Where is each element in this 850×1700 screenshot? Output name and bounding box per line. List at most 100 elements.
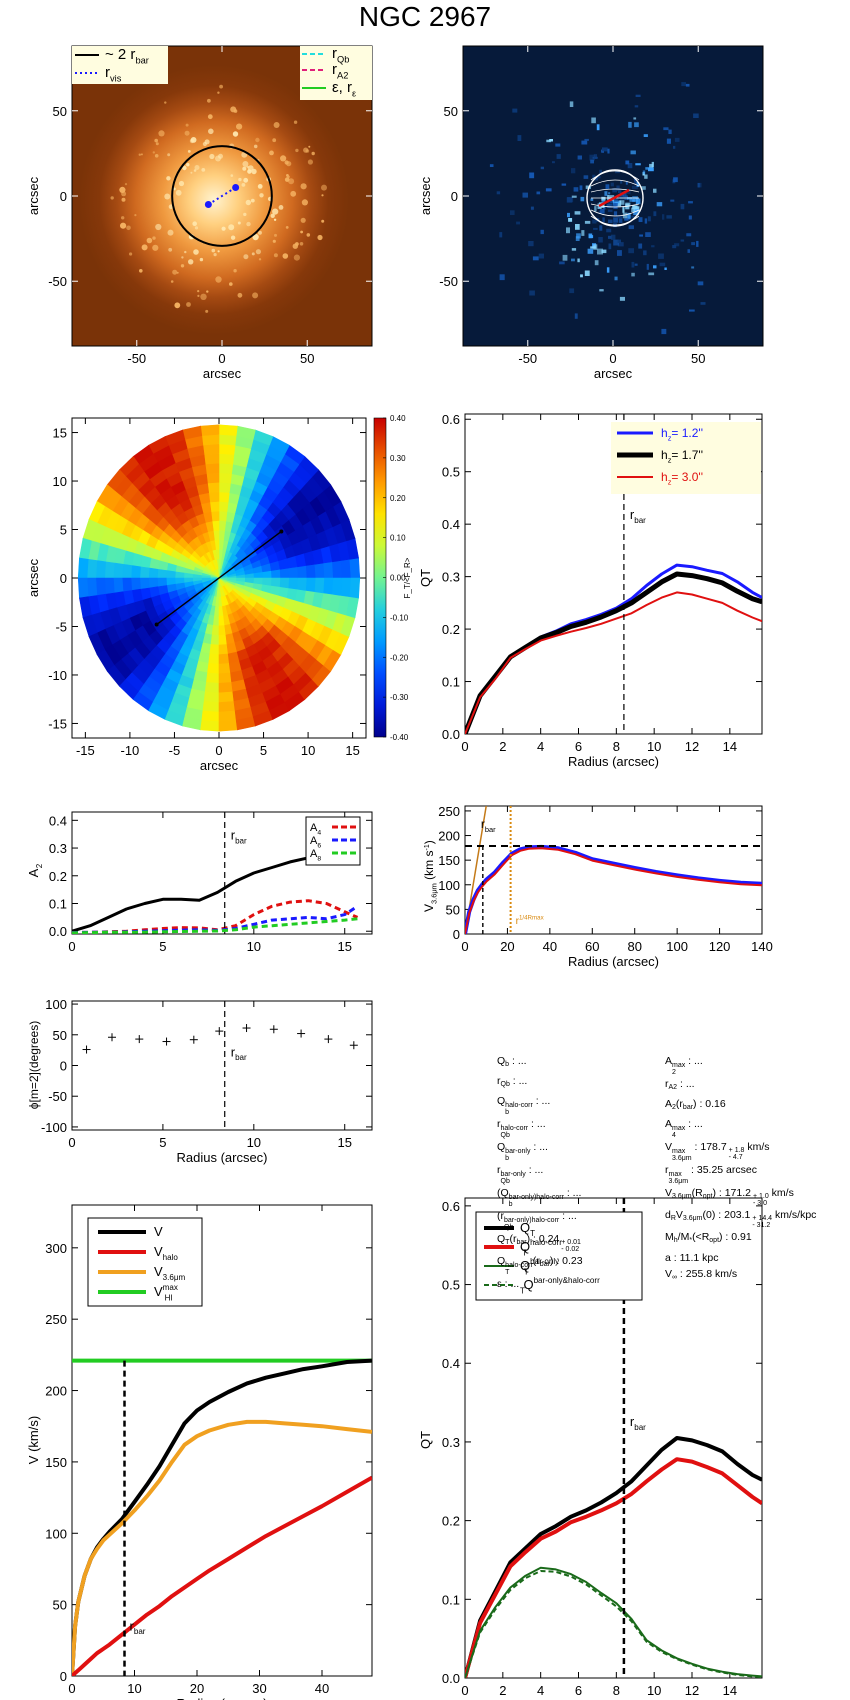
residual-pixel xyxy=(606,267,610,273)
parameter-text: bar xyxy=(539,1261,550,1269)
residual-pixel xyxy=(549,139,553,142)
residual-pixel xyxy=(516,221,520,225)
label-base: Q xyxy=(520,1220,530,1235)
x-tick-label: 0 xyxy=(218,351,225,366)
galaxy-knot xyxy=(187,150,191,153)
parameter-text: V xyxy=(675,1209,683,1222)
galaxy-knot xyxy=(321,194,324,197)
axes-frame xyxy=(464,413,763,735)
residual-pixel xyxy=(635,163,641,166)
legend-label: QT xyxy=(520,1220,535,1238)
x-tick-label: 20 xyxy=(190,1681,204,1696)
galaxy-knot xyxy=(321,184,327,191)
x-tick-label: -10 xyxy=(121,743,140,758)
residual-pixel xyxy=(617,242,624,247)
parameter-sup: bar-only xyxy=(505,1148,531,1156)
parameter-sub: Qb xyxy=(504,1224,514,1232)
legend-label: hz= 3.0'' xyxy=(661,470,703,487)
galaxy-knot xyxy=(282,253,289,259)
residual-pixel xyxy=(674,137,680,142)
label-base: r xyxy=(630,1414,635,1429)
parameter-text: r xyxy=(497,1164,501,1177)
residual-pixel xyxy=(625,181,628,185)
galaxy-knot xyxy=(205,309,209,313)
residual-pixel xyxy=(594,206,597,212)
residual-pixel xyxy=(592,219,597,224)
parameter-line: dRV3.6μm(0) : 203.1 + 14.4- 31.2 km/s/kpc xyxy=(665,1207,816,1229)
colorbar-tick-label: -0.10 xyxy=(390,613,409,622)
galaxy-knot xyxy=(250,198,255,203)
residual-pixel xyxy=(627,212,631,219)
residual-pixel xyxy=(602,147,608,152)
parameter-line: Mh/M*(<Ropt) : 0.91 xyxy=(665,1229,816,1249)
residual-pixel xyxy=(672,245,677,249)
y-tick-label: 0 xyxy=(60,1669,67,1684)
label-sub: bar xyxy=(485,825,496,834)
galaxy-knot xyxy=(217,91,220,94)
parameter-text: ) : 0.16 xyxy=(693,1098,726,1111)
galaxy-knot xyxy=(110,196,114,200)
colorbar-tick-label: 0.40 xyxy=(390,414,406,423)
axes-frame xyxy=(71,811,373,935)
legend-label: Vmax HI xyxy=(154,1283,178,1302)
galaxy-knot xyxy=(155,223,162,231)
legend-value: = 3.0'' xyxy=(671,470,703,484)
label-sub: bar xyxy=(135,56,148,66)
y-tick-label: 0.1 xyxy=(442,675,460,690)
residual-pixel xyxy=(562,254,568,261)
parameter-text: r xyxy=(665,1078,669,1090)
residual-pixel xyxy=(626,190,631,195)
galaxy-knot xyxy=(233,109,238,113)
galaxy-knot xyxy=(167,153,171,157)
parameter-line: r halo-corr Qb : ... xyxy=(497,1116,583,1139)
parameter-text: : 35.25 arcsec xyxy=(688,1164,757,1177)
galaxy-knot xyxy=(197,290,200,293)
residual-pixel xyxy=(629,199,635,202)
y-tick-label: 250 xyxy=(438,804,460,819)
x-tick-label: 15 xyxy=(337,939,351,954)
residual-pixel xyxy=(571,258,575,262)
label-base: r xyxy=(332,61,337,78)
residual-pixel xyxy=(575,224,580,230)
colorbar-tick-label: 0.20 xyxy=(390,494,406,503)
parameter-line: QT(rbar) : 0.24 + 0.01- 0.02 xyxy=(497,1231,583,1253)
galaxy-knot xyxy=(273,122,280,128)
residual-pixel xyxy=(688,201,693,204)
parameter-text: Q xyxy=(497,1055,506,1067)
label-base: h xyxy=(661,448,668,462)
x-tick-label: 0 xyxy=(215,743,222,758)
y-tick-label: 0 xyxy=(60,571,67,586)
parameter-sub: b xyxy=(505,1109,510,1117)
label-sub: bar xyxy=(634,1423,646,1432)
parameter-error: + 14.4- 31.2 xyxy=(752,1215,772,1229)
y-tick-label: 0.5 xyxy=(442,465,460,480)
y-tick-label: 0 xyxy=(60,189,67,204)
x-tick-label: 40 xyxy=(315,1681,329,1696)
residual-pixel xyxy=(581,140,588,145)
parameter-text: opt xyxy=(709,1237,720,1245)
y-tick-label: 150 xyxy=(45,1455,67,1470)
y-tick-label: 150 xyxy=(438,853,460,868)
residual-pixel xyxy=(589,154,595,161)
parameter-text: : ... xyxy=(501,1278,520,1291)
galaxy-disk xyxy=(79,65,349,335)
label-sub: T xyxy=(524,1268,529,1277)
x-tick-label: -50 xyxy=(518,351,537,366)
galaxy-knot xyxy=(251,252,255,256)
residual-pixel xyxy=(575,236,580,241)
residual-pixel xyxy=(556,154,561,159)
bar-vis-line xyxy=(207,186,237,206)
label-base: h xyxy=(661,426,668,440)
bar-endpoint xyxy=(279,529,284,534)
residual-pixel xyxy=(579,185,583,191)
legend-label: ε, rε xyxy=(332,79,356,99)
y-tick-label: 200 xyxy=(45,1384,67,1399)
galaxy-knot xyxy=(206,290,209,293)
x-tick-label: 5 xyxy=(159,939,166,954)
residual-pixel xyxy=(588,233,593,239)
galaxy-knot xyxy=(285,226,289,229)
x-tick-label: 0 xyxy=(68,939,75,954)
